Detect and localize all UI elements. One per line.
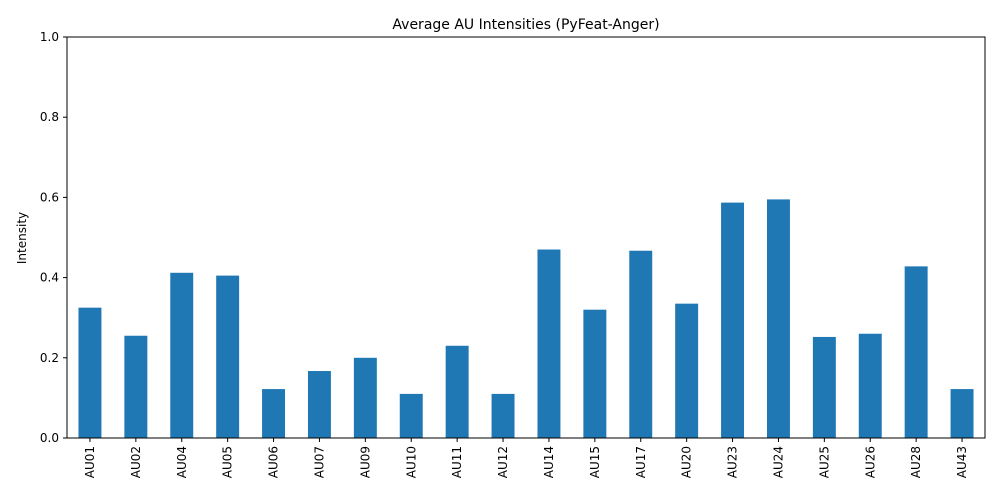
y-tick-label: 1.0: [40, 30, 59, 44]
y-axis-ticks: 0.0 0.2 0.4 0.6 0.8 1.0: [40, 30, 67, 445]
bar-au26: [858, 333, 882, 438]
x-tick-label: AU17: [634, 446, 648, 478]
y-tick-label: 0.4: [40, 271, 59, 285]
bar-au10: [399, 393, 423, 438]
x-tick-label: AU15: [588, 446, 602, 478]
bar-au01: [78, 307, 102, 438]
bar-au23: [721, 202, 745, 438]
bar-au24: [766, 199, 790, 438]
x-tick-label: AU20: [680, 446, 694, 478]
x-tick-label: AU11: [450, 446, 464, 478]
x-tick-label: AU10: [404, 446, 418, 478]
chart-title: Average AU Intensities (PyFeat-Anger): [392, 17, 659, 33]
x-tick-label: AU01: [83, 446, 97, 478]
bar-au43: [950, 389, 974, 438]
y-tick-label: 0.6: [40, 190, 59, 204]
plot-frame: [66, 36, 986, 439]
x-axis-ticks: AU01 AU02 AU04 AU05 AU06 AU07 AU09 AU10 AU11 AU12…: [83, 438, 969, 478]
x-tick-label: AU23: [726, 446, 740, 478]
x-tick-label: AU04: [175, 446, 189, 478]
bars-group: [78, 199, 974, 438]
y-tick-label: 0.0: [40, 431, 59, 445]
bar-au07: [307, 371, 331, 438]
bar-au20: [675, 303, 699, 438]
bar-au06: [262, 389, 286, 438]
x-tick-label: AU14: [542, 446, 556, 478]
bar-au04: [170, 272, 194, 438]
bar-au15: [583, 309, 607, 438]
x-tick-label: AU02: [129, 446, 143, 478]
y-tick-label: 0.8: [40, 110, 59, 124]
x-tick-label: AU12: [496, 446, 510, 478]
x-tick-label: AU06: [267, 446, 281, 478]
bar-au09: [353, 357, 377, 438]
x-tick-label: AU43: [955, 446, 969, 478]
x-tick-label: AU09: [358, 446, 372, 478]
bar-au17: [629, 250, 653, 438]
bar-au12: [491, 393, 515, 438]
x-tick-label: AU07: [312, 446, 326, 478]
x-tick-label: AU25: [817, 446, 831, 478]
y-axis-label: Intensity: [15, 212, 29, 264]
bar-au25: [812, 336, 836, 438]
bar-au11: [445, 345, 469, 438]
x-tick-label: AU05: [221, 446, 235, 478]
y-tick-label: 0.2: [40, 351, 59, 365]
bar-au28: [904, 266, 928, 438]
bar-au14: [537, 249, 561, 438]
x-tick-label: AU26: [863, 446, 877, 478]
x-tick-label: AU24: [771, 446, 785, 478]
x-tick-label: AU28: [909, 446, 923, 478]
bar-au05: [216, 275, 240, 438]
bar-au02: [124, 335, 148, 438]
